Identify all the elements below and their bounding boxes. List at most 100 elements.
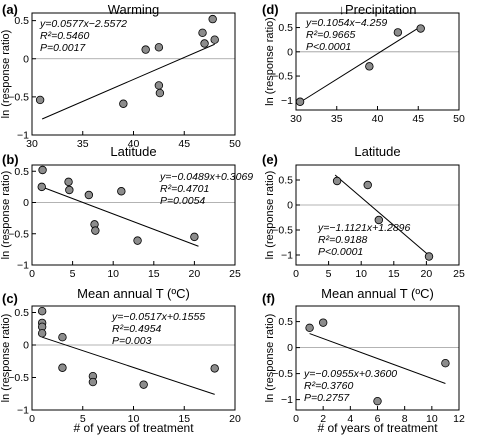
regression-stat: P=0.0017 [40, 42, 86, 54]
regression-stat: y=0.0577x−2.5572 [39, 18, 127, 30]
data-point [305, 323, 314, 333]
x-tick-label: 15 [178, 413, 190, 425]
x-tick-label: 12 [453, 413, 465, 425]
data-point [37, 307, 47, 316]
regression-stat: R²=0.5460 [40, 30, 89, 42]
regression-line [309, 333, 446, 384]
panel-letter: (d) [262, 2, 279, 17]
x-tick-label: 2 [320, 413, 326, 425]
regression-stat: R²=0.4954 [112, 323, 161, 335]
data-point [154, 43, 164, 52]
regression-stat: y=−1.1121x+1.2896 [317, 222, 411, 234]
data-point [190, 232, 199, 242]
x-tick-label: 20 [189, 268, 201, 280]
x-tick-label: 25 [229, 268, 241, 280]
panel-title: Latitude [110, 144, 156, 159]
data-point [210, 364, 219, 373]
data-point [374, 215, 384, 225]
y-tick-label: 0.5 [278, 22, 293, 34]
y-tick-label: 0.5 [14, 307, 29, 319]
regression-stat: y=−0.0955x+0.3600 [303, 368, 397, 380]
x-tick-label: 5 [80, 413, 86, 425]
y-tick-label: 0 [287, 200, 293, 212]
regression-line [334, 174, 430, 257]
panel-f: 0 2 4 6 8 10 12 −1 −0.5 0 0.5 y=−0.0955x+0.3600R²=0… [262, 286, 465, 435]
y-tick-label: −1 [281, 250, 293, 262]
panel-d: 30 35 40 45 50 −1 −0.5 0 0.5 y=0.1054x−4.259R²=0.… [262, 2, 465, 125]
y-axis-label: ln (response ratio) [0, 314, 12, 403]
data-point [200, 39, 209, 48]
data-point [65, 185, 74, 195]
data-point [88, 377, 98, 387]
x-tick-label: 25 [453, 268, 465, 280]
panel-letter: (a) [2, 2, 18, 17]
y-tick-label: 0 [23, 340, 29, 352]
y-tick-label: −1 [17, 260, 29, 272]
data-point [91, 226, 100, 235]
panel-letter: (c) [2, 291, 18, 306]
panel-title: ↓Precipitation [338, 2, 416, 17]
panel-title: Mean annual T (ºC) [321, 286, 434, 301]
data-point [424, 252, 434, 261]
data-point [139, 380, 148, 389]
regression-line [299, 25, 422, 103]
data-point [35, 95, 45, 105]
y-tick-label: −0.5 [272, 225, 293, 237]
regression-stat: P=0.2757 [304, 392, 350, 404]
data-point [208, 14, 217, 24]
data-point [154, 81, 164, 90]
data-point [119, 99, 128, 108]
x-tick-label: 8 [402, 413, 408, 425]
regression-line [41, 43, 215, 120]
data-point [295, 97, 305, 106]
regression-stat: P=0.003 [112, 335, 152, 347]
x-tick-label: 0 [293, 413, 299, 425]
y-tick-label: 0 [287, 342, 293, 354]
regression-stat: P<0.0001 [306, 41, 351, 53]
y-axis-label: ln (response ratio) [0, 30, 12, 119]
y-tick-label: −0.5 [8, 228, 29, 240]
data-point [58, 333, 67, 342]
data-point [84, 190, 94, 200]
data-point [38, 165, 47, 175]
regression-line [41, 186, 199, 247]
data-point [365, 62, 374, 71]
data-point [363, 180, 372, 190]
x-tick-label: 10 [355, 268, 367, 280]
data-point [133, 236, 142, 245]
panel-c: 0 5 10 15 20 −1 −0.5 0 0.5 y=−0.0517x+0.1555R²=0.… [0, 286, 241, 435]
y-axis-label: ln (response ratio) [264, 314, 276, 403]
x-tick-label: 4 [347, 413, 353, 425]
data-point [441, 359, 450, 368]
y-tick-label: −1 [17, 405, 29, 417]
regression-stat: P<0.0001 [318, 246, 363, 258]
data-point [210, 35, 219, 44]
regression-stat: R²=0.3760 [304, 380, 353, 392]
regression-stat: y=−0.0517x+0.1555 [111, 311, 205, 323]
x-tick-label: 0 [29, 268, 35, 280]
panel-letter: (e) [262, 152, 278, 167]
regression-stat: P=0.0054 [160, 195, 205, 207]
plot-frame [295, 164, 460, 266]
y-tick-label: −0.5 [272, 368, 293, 380]
y-tick-label: 0.5 [278, 316, 293, 328]
data-point [198, 28, 207, 38]
y-axis-label: ln (response ratio) [264, 171, 276, 260]
x-tick-label: 10 [128, 413, 140, 425]
y-tick-label: 0 [23, 197, 29, 209]
y-axis-label: ln (response ratio) [0, 171, 12, 260]
data-point [416, 24, 425, 33]
x-tick-label: 30 [26, 138, 38, 150]
panel-a: 30 35 40 45 50 −1 −0.5 0 0.5 y=0.0577x−2.5572R²=0… [0, 2, 241, 150]
regression-stat: R²=0.9188 [318, 234, 367, 246]
data-point [155, 88, 165, 98]
panel-e: 0 5 10 15 20 25 −1 −0.5 0 0.5 y=−1.1121x+1.2896R²=… [262, 144, 465, 280]
data-point [332, 176, 342, 186]
data-point [117, 187, 126, 196]
x-tick-label: 50 [229, 138, 241, 150]
x-axis-label: # of years of treatment [73, 421, 194, 435]
y-tick-label: −1 [17, 130, 29, 142]
regression-stat: R²=0.9665 [306, 29, 355, 41]
y-tick-label: −0.5 [8, 372, 29, 384]
panel-letter: (f) [262, 291, 275, 306]
